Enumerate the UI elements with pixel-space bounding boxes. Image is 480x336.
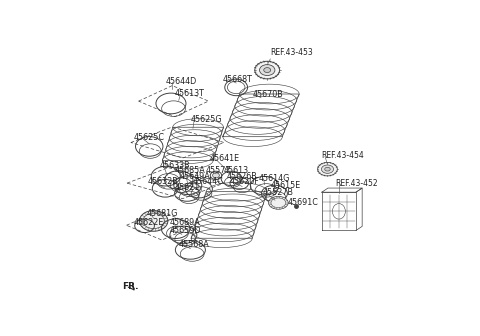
Ellipse shape: [268, 196, 288, 209]
Ellipse shape: [260, 65, 275, 76]
Ellipse shape: [139, 211, 168, 231]
Ellipse shape: [213, 173, 219, 178]
Text: 45577: 45577: [206, 166, 231, 175]
Text: REF.43-452: REF.43-452: [335, 179, 378, 188]
Text: 45644C: 45644C: [193, 177, 224, 186]
Text: 45668T: 45668T: [223, 75, 252, 84]
Text: 45568A: 45568A: [179, 240, 209, 249]
Ellipse shape: [318, 162, 337, 176]
Text: REF.43-454: REF.43-454: [321, 151, 364, 160]
Text: 45641E: 45641E: [210, 154, 240, 163]
Text: REF.43-453: REF.43-453: [271, 48, 313, 57]
Text: 45689A: 45689A: [169, 218, 201, 227]
Text: 45625C: 45625C: [133, 133, 165, 142]
Text: 45659D: 45659D: [169, 226, 201, 235]
Ellipse shape: [264, 68, 271, 73]
Text: 45644D: 45644D: [166, 77, 197, 86]
Text: 45614G: 45614G: [259, 174, 290, 183]
Text: 45670B: 45670B: [252, 90, 283, 99]
Text: 45691C: 45691C: [288, 198, 318, 207]
Text: 45527B: 45527B: [263, 188, 294, 198]
Text: 45649A: 45649A: [180, 172, 211, 181]
Ellipse shape: [255, 61, 280, 79]
Text: 45615E: 45615E: [271, 181, 301, 190]
Text: 45626B: 45626B: [227, 172, 257, 181]
Text: 45632B: 45632B: [148, 177, 179, 186]
Text: 45622E: 45622E: [133, 218, 164, 227]
Text: FR.: FR.: [122, 282, 139, 291]
Text: 45621: 45621: [175, 183, 200, 192]
Ellipse shape: [322, 165, 334, 173]
Text: 45685A: 45685A: [175, 166, 205, 175]
Text: 45613: 45613: [224, 166, 249, 175]
Ellipse shape: [325, 167, 330, 171]
Text: 45613T: 45613T: [175, 89, 205, 98]
Text: 45625G: 45625G: [191, 115, 222, 124]
Text: 45681G: 45681G: [146, 209, 178, 218]
Text: 45633B: 45633B: [159, 161, 190, 170]
Text: 45620F: 45620F: [229, 177, 259, 186]
